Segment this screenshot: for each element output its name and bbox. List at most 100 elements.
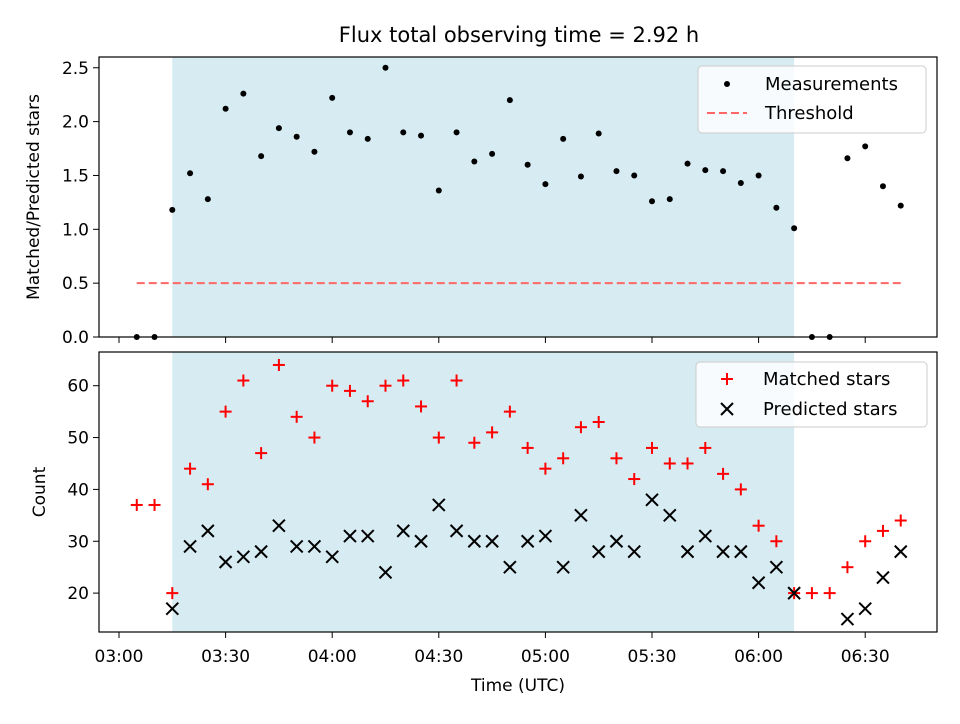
predicted-stars-point [307, 539, 322, 554]
predicted-stars-point [858, 601, 872, 616]
matched-stars-point [272, 358, 285, 371]
y-tick-label: 40 [67, 480, 89, 500]
top-x-ticks [118, 337, 866, 343]
predicted-stars-point [609, 534, 624, 548]
y-tick-label: 2.5 [62, 59, 89, 79]
predicted-stars-point [396, 524, 410, 538]
matched-stars-point [219, 405, 232, 418]
bottom-shaded-region [172, 352, 795, 632]
predicted-stars-point [503, 560, 517, 574]
bottom-legend-box [695, 361, 928, 428]
measurement-point [364, 135, 371, 142]
measurement-point [684, 160, 691, 167]
predicted-stars-point [218, 555, 233, 569]
predicted-stars-point [467, 534, 482, 548]
predicted-stars-point [627, 544, 641, 559]
matched-stars-point [557, 452, 570, 465]
x-tick-label: 04:00 [308, 647, 357, 667]
bottom-axes-frame [98, 351, 938, 633]
measurement-point [471, 158, 478, 165]
matched-stars-point [663, 457, 676, 470]
legend-measurements-marker [724, 81, 730, 87]
measurement-point [879, 183, 886, 190]
predicted-stars-point [574, 508, 588, 523]
matched-stars-point [326, 379, 339, 392]
predicted-stars-point [520, 534, 535, 548]
predicted-stars-point [361, 529, 375, 543]
matched-stars-point [255, 447, 268, 460]
matched-stars-point [876, 524, 889, 537]
legend-predicted-marker [720, 402, 734, 416]
predicted-stars-point [698, 529, 713, 543]
predicted-stars-point [538, 529, 553, 543]
matched-stars-point [130, 498, 143, 511]
y-tick-label: 30 [67, 532, 89, 552]
matched-stars-point [361, 395, 374, 408]
predicted-stars-point [751, 576, 766, 590]
measurement-point [293, 133, 300, 140]
matched-stars-point [628, 473, 641, 486]
x-tick-label: 03:30 [201, 647, 250, 667]
matched-stars-point [148, 498, 161, 511]
measurement-point [560, 135, 567, 142]
matched-stars-point [503, 405, 516, 418]
matched-stars-point [699, 441, 712, 454]
matched-stars-point [752, 519, 765, 532]
matched-stars-point [859, 535, 872, 548]
measurement-point [346, 129, 353, 136]
predicted-stars-point [485, 534, 499, 548]
measurement-point [311, 148, 318, 155]
measurement-point [489, 150, 496, 157]
predicted-stars-point [876, 570, 890, 585]
measurement-point [187, 170, 194, 177]
predicted-stars-point [645, 493, 659, 507]
predicted-stars-point [680, 544, 695, 559]
legend-matched-marker [721, 373, 733, 385]
predicted-stars-point [236, 550, 251, 564]
matched-stars-point [237, 374, 250, 387]
measurement-point [542, 181, 549, 188]
top-plot-marks [133, 64, 904, 340]
legend-predicted-label: Predicted stars [763, 399, 897, 420]
y-tick-label: 1.0 [62, 220, 89, 240]
measurement-point [666, 196, 673, 203]
predicted-stars-point [840, 612, 855, 626]
matched-stars-point [823, 587, 836, 600]
predicted-stars-point [325, 550, 339, 564]
predicted-stars-point [254, 544, 268, 559]
bottom-y-ticks: 20 30 40 50 60 [67, 377, 99, 604]
measurement-point [844, 155, 851, 162]
measurement-point [435, 187, 442, 194]
measurement-point [702, 167, 709, 174]
measurement-point [577, 173, 584, 180]
measurement-point [275, 125, 282, 132]
y-tick-label: 2.0 [62, 113, 89, 133]
matched-stars-point [166, 587, 179, 600]
predicted-stars-point [769, 560, 784, 574]
predicted-stars-point [449, 524, 464, 538]
y-tick-label: 20 [67, 584, 89, 604]
y-tick-label: 0.5 [62, 274, 89, 294]
measurement-point [453, 129, 460, 136]
predicted-stars-point [894, 544, 908, 559]
matched-stars-point [432, 431, 445, 444]
matched-stars-point [681, 457, 694, 470]
predicted-stars-point [343, 529, 357, 543]
measurement-point [897, 202, 904, 209]
bottom-panel: 20 30 40 50 60 03:00 03:30 04:00 04:30 05:00 05:3… [30, 351, 938, 696]
x-tick-label: 05:30 [628, 647, 677, 667]
legend-measurements-label: Measurements [765, 74, 898, 95]
measurement-point [862, 143, 869, 150]
predicted-stars-point [414, 534, 428, 548]
measurement-point [773, 204, 780, 211]
matched-stars-point [521, 441, 534, 454]
measurement-point [240, 90, 247, 97]
matched-stars-point [841, 561, 854, 574]
x-axis-label: Time (UTC) [470, 676, 565, 696]
top-panel: 0.0 0.5 1.0 1.5 2.0 2.5 Matched/Predicted sta… [24, 56, 938, 348]
predicted-stars-point [272, 518, 286, 533]
matched-stars-point [486, 426, 499, 439]
measurement-point [222, 105, 229, 112]
matched-stars-point [397, 374, 410, 387]
